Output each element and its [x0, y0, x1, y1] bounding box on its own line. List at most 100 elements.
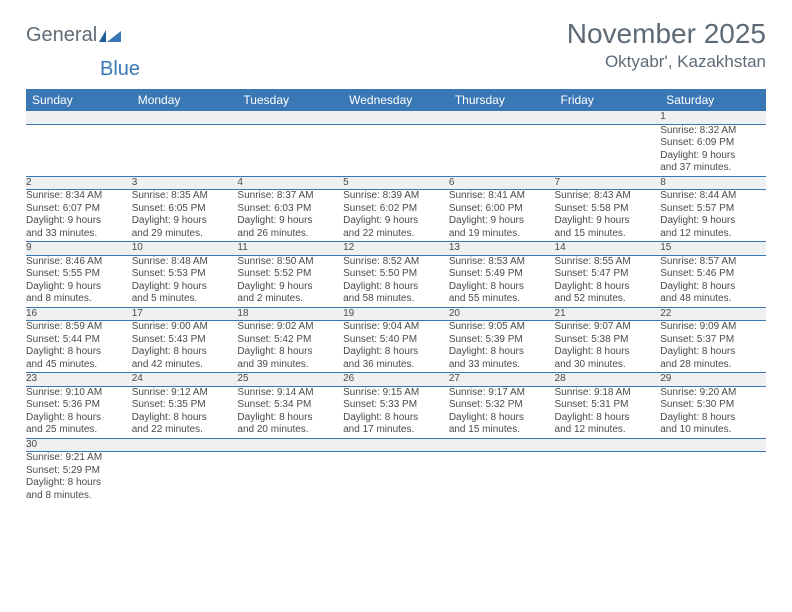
day-detail-line: Sunset: 5:42 PM — [237, 334, 343, 347]
day-number-row: 30 — [26, 438, 766, 452]
day-detail-line: Sunset: 5:29 PM — [26, 465, 132, 478]
day-detail-line: Daylight: 8 hours — [555, 281, 661, 294]
day-content-cell: Sunrise: 8:43 AMSunset: 5:58 PMDaylight:… — [555, 190, 661, 242]
day-number-cell — [132, 111, 238, 124]
weekday-header: Wednesday — [343, 89, 449, 111]
day-detail-line: Sunset: 6:00 PM — [449, 203, 555, 216]
calendar-table: Sunday Monday Tuesday Wednesday Thursday… — [26, 89, 766, 504]
day-content-cell: Sunrise: 8:53 AMSunset: 5:49 PMDaylight:… — [449, 255, 555, 307]
day-detail-line: Sunrise: 9:21 AM — [26, 452, 132, 465]
day-detail-line: Sunrise: 8:52 AM — [343, 256, 449, 269]
day-detail-line: Sunrise: 8:37 AM — [237, 190, 343, 203]
day-content-cell: Sunrise: 8:39 AMSunset: 6:02 PMDaylight:… — [343, 190, 449, 242]
day-number-cell — [343, 111, 449, 124]
day-detail-line: Sunset: 5:50 PM — [343, 268, 449, 281]
day-detail-line: and 45 minutes. — [26, 359, 132, 372]
day-content-cell: Sunrise: 9:12 AMSunset: 5:35 PMDaylight:… — [132, 386, 238, 438]
day-detail-line: Sunrise: 9:12 AM — [132, 387, 238, 400]
location: Oktyabr', Kazakhstan — [567, 52, 766, 72]
day-number-row: 9101112131415 — [26, 242, 766, 256]
day-content-cell: Sunrise: 9:17 AMSunset: 5:32 PMDaylight:… — [449, 386, 555, 438]
day-detail-line: Sunset: 5:39 PM — [449, 334, 555, 347]
day-content-row: Sunrise: 8:34 AMSunset: 6:07 PMDaylight:… — [26, 190, 766, 242]
day-detail-line: Sunrise: 9:07 AM — [555, 321, 661, 334]
day-detail-line: Daylight: 9 hours — [237, 215, 343, 228]
day-detail-line: Sunrise: 9:02 AM — [237, 321, 343, 334]
day-detail-line: and 20 minutes. — [237, 424, 343, 437]
day-detail-line: Sunset: 5:49 PM — [449, 268, 555, 281]
day-content-cell: Sunrise: 8:52 AMSunset: 5:50 PMDaylight:… — [343, 255, 449, 307]
weekday-header: Friday — [555, 89, 661, 111]
day-content-cell: Sunrise: 9:00 AMSunset: 5:43 PMDaylight:… — [132, 321, 238, 373]
day-number-row: 2345678 — [26, 176, 766, 190]
day-detail-line: Daylight: 9 hours — [132, 281, 238, 294]
weekday-header-row: Sunday Monday Tuesday Wednesday Thursday… — [26, 89, 766, 111]
day-detail-line: Sunrise: 9:00 AM — [132, 321, 238, 334]
day-detail-line: Sunset: 5:55 PM — [26, 268, 132, 281]
day-number-row: 1 — [26, 111, 766, 124]
day-content-cell: Sunrise: 8:41 AMSunset: 6:00 PMDaylight:… — [449, 190, 555, 242]
day-number-cell: 24 — [132, 373, 238, 387]
day-content-cell: Sunrise: 9:10 AMSunset: 5:36 PMDaylight:… — [26, 386, 132, 438]
day-detail-line: Daylight: 9 hours — [132, 215, 238, 228]
day-detail-line: Sunrise: 8:32 AM — [660, 125, 766, 138]
day-detail-line: and 37 minutes. — [660, 162, 766, 175]
day-detail-line: and 8 minutes. — [26, 293, 132, 306]
day-detail-line: Sunset: 5:34 PM — [237, 399, 343, 412]
day-detail-line: Daylight: 8 hours — [26, 346, 132, 359]
day-number-cell: 14 — [555, 242, 661, 256]
day-number-cell: 2 — [26, 176, 132, 190]
day-detail-line: and 5 minutes. — [132, 293, 238, 306]
day-number-cell — [555, 438, 661, 452]
day-content-cell: Sunrise: 9:02 AMSunset: 5:42 PMDaylight:… — [237, 321, 343, 373]
day-detail-line: Sunrise: 9:17 AM — [449, 387, 555, 400]
day-detail-line: Daylight: 8 hours — [555, 412, 661, 425]
day-detail-line: Daylight: 9 hours — [26, 215, 132, 228]
flag-icon — [99, 28, 123, 44]
title-block: November 2025 Oktyabr', Kazakhstan — [567, 18, 766, 72]
day-detail-line: Sunset: 6:05 PM — [132, 203, 238, 216]
day-detail-line: Sunset: 5:44 PM — [26, 334, 132, 347]
day-detail-line: and 39 minutes. — [237, 359, 343, 372]
day-detail-line: Sunset: 5:43 PM — [132, 334, 238, 347]
day-number-cell: 21 — [555, 307, 661, 321]
day-detail-line: Sunrise: 8:55 AM — [555, 256, 661, 269]
day-detail-line: and 55 minutes. — [449, 293, 555, 306]
day-detail-line: Sunset: 5:35 PM — [132, 399, 238, 412]
day-detail-line: Daylight: 8 hours — [237, 346, 343, 359]
calendar-body: 1Sunrise: 8:32 AMSunset: 6:09 PMDaylight… — [26, 111, 766, 504]
day-detail-line: Sunset: 5:38 PM — [555, 334, 661, 347]
day-number-cell: 30 — [26, 438, 132, 452]
day-number-cell — [449, 438, 555, 452]
day-detail-line: Sunset: 5:37 PM — [660, 334, 766, 347]
day-number-cell: 25 — [237, 373, 343, 387]
day-detail-line: Sunrise: 9:18 AM — [555, 387, 661, 400]
day-detail-line: Daylight: 8 hours — [343, 412, 449, 425]
day-content-cell: Sunrise: 9:18 AMSunset: 5:31 PMDaylight:… — [555, 386, 661, 438]
day-detail-line: Sunset: 5:57 PM — [660, 203, 766, 216]
day-content-cell: Sunrise: 8:32 AMSunset: 6:09 PMDaylight:… — [660, 124, 766, 176]
day-content-cell: Sunrise: 8:57 AMSunset: 5:46 PMDaylight:… — [660, 255, 766, 307]
day-content-cell — [237, 124, 343, 176]
day-detail-line: Daylight: 8 hours — [132, 346, 238, 359]
day-number-cell: 11 — [237, 242, 343, 256]
day-detail-line: Daylight: 8 hours — [449, 346, 555, 359]
day-content-cell: Sunrise: 8:59 AMSunset: 5:44 PMDaylight:… — [26, 321, 132, 373]
day-detail-line: Sunrise: 8:48 AM — [132, 256, 238, 269]
day-detail-line: and 12 minutes. — [555, 424, 661, 437]
day-content-cell — [343, 452, 449, 504]
day-detail-line: Daylight: 8 hours — [237, 412, 343, 425]
day-detail-line: Sunset: 5:47 PM — [555, 268, 661, 281]
day-number-row: 16171819202122 — [26, 307, 766, 321]
day-number-cell — [26, 111, 132, 124]
day-detail-line: and 12 minutes. — [660, 228, 766, 241]
day-detail-line: Sunset: 5:33 PM — [343, 399, 449, 412]
day-number-cell: 18 — [237, 307, 343, 321]
day-number-cell: 7 — [555, 176, 661, 190]
day-detail-line: Sunrise: 9:15 AM — [343, 387, 449, 400]
day-detail-line: and 52 minutes. — [555, 293, 661, 306]
day-detail-line: Daylight: 9 hours — [237, 281, 343, 294]
day-number-cell: 8 — [660, 176, 766, 190]
calendar-page: General November 2025 Oktyabr', Kazakhst… — [0, 0, 792, 514]
day-detail-line: Sunrise: 8:53 AM — [449, 256, 555, 269]
